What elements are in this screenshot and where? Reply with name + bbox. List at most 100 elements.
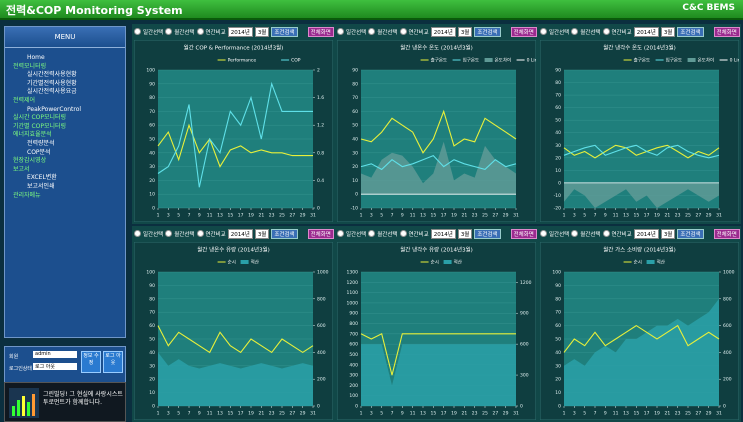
radio-label: 월간선택: [377, 29, 398, 36]
fullscreen-button[interactable]: 전체화면: [307, 26, 334, 37]
x-tick-label: 13: [217, 411, 223, 417]
radio[interactable]: [134, 28, 141, 35]
year-select[interactable]: 2014년: [633, 26, 659, 37]
menu-home[interactable]: Home: [27, 54, 45, 61]
x-tick-label: 31: [310, 411, 316, 417]
x-tick-label: 3: [573, 213, 576, 219]
menu-group[interactable]: 보고서: [13, 165, 30, 173]
fullscreen-button[interactable]: 전체화면: [307, 228, 334, 239]
legend-label: 0 Line: [730, 58, 739, 64]
y2-tick-label: 400: [723, 350, 732, 356]
menu-group[interactable]: 현장감시영상: [13, 157, 47, 165]
legend-label: Performance: [228, 58, 257, 64]
fullscreen-button[interactable]: 전체화면: [713, 228, 740, 239]
legend-label: 출구온도: [634, 57, 651, 64]
radio[interactable]: [571, 28, 579, 35]
search-button[interactable]: 조건검색: [474, 228, 501, 239]
x-tick-label: 9: [401, 213, 404, 219]
menu-item[interactable]: 실시간전력사용요금: [27, 88, 77, 96]
radio[interactable]: [165, 230, 173, 237]
year-select[interactable]: 2014년: [430, 26, 456, 37]
month-select[interactable]: 3월: [660, 228, 676, 239]
fullscreen-button[interactable]: 전체화면: [510, 26, 537, 37]
radio-label: 연간비교: [205, 29, 226, 36]
radio[interactable]: [165, 28, 173, 35]
y-tick-label: 90: [149, 81, 155, 87]
menu-item[interactable]: 기간별전력사용현황: [27, 79, 77, 87]
search-button[interactable]: 조건검색: [271, 26, 298, 37]
radio[interactable]: [368, 28, 376, 35]
x-tick-label: 27: [289, 213, 295, 219]
x-tick-label: 5: [380, 213, 383, 219]
y-tick-label: 50: [555, 118, 561, 124]
menu-item[interactable]: COP분석: [27, 148, 51, 156]
search-button[interactable]: 조건검색: [677, 228, 704, 239]
radio[interactable]: [337, 28, 344, 35]
logout-button[interactable]: 로그 아웃: [103, 351, 123, 373]
radio[interactable]: [196, 28, 204, 35]
radio-label: 월간선택: [580, 29, 601, 36]
menu-group[interactable]: 관리자메뉴: [13, 191, 41, 199]
radio[interactable]: [602, 230, 610, 237]
radio-label: 일간선택: [549, 231, 570, 238]
radio[interactable]: [399, 28, 407, 35]
legend-label: COP: [291, 58, 301, 64]
fullscreen-button[interactable]: 전체화면: [713, 26, 740, 37]
month-select[interactable]: 3월: [457, 26, 473, 37]
y-tick-label: 90: [352, 68, 358, 74]
radio[interactable]: [602, 28, 610, 35]
year-select[interactable]: 2014년: [227, 26, 253, 37]
radio-label: 월간선택: [174, 29, 195, 36]
x-tick-label: 31: [310, 213, 316, 219]
radio[interactable]: [368, 230, 376, 237]
year-select[interactable]: 2014년: [430, 228, 456, 239]
menu-item[interactable]: EXCEL변환: [27, 174, 57, 182]
search-button[interactable]: 조건검색: [474, 26, 501, 37]
x-tick-label: 23: [675, 213, 681, 219]
y2-tick-label: 400: [317, 350, 326, 356]
radio[interactable]: [540, 28, 547, 35]
header: 전력&COP Monitoring System C&C BEMS: [0, 0, 743, 20]
year-select[interactable]: 2014년: [227, 228, 253, 239]
id-field[interactable]: admin: [33, 351, 77, 358]
x-tick-label: 21: [664, 213, 670, 219]
radio-label: 월간선택: [580, 231, 601, 238]
series-line: [563, 324, 720, 353]
menu-group[interactable]: 실시간 COP모니터링: [13, 114, 67, 122]
month-select[interactable]: 3월: [254, 26, 270, 37]
menu-group[interactable]: 에너지효율분석: [13, 131, 52, 139]
radio[interactable]: [399, 230, 407, 237]
year-select[interactable]: 2014년: [633, 228, 659, 239]
x-tick-label: 5: [583, 213, 586, 219]
month-select[interactable]: 3월: [457, 228, 473, 239]
radio[interactable]: [337, 230, 344, 237]
x-tick-label: 13: [623, 213, 629, 219]
radio[interactable]: [196, 230, 204, 237]
radio[interactable]: [134, 230, 141, 237]
menu-item[interactable]: 보고서인쇄: [27, 182, 55, 190]
menu-item[interactable]: PeakPowerControl: [27, 105, 82, 113]
month-select[interactable]: 3월: [660, 26, 676, 37]
radio[interactable]: [571, 230, 579, 237]
radio[interactable]: [540, 230, 547, 237]
menu-group[interactable]: 전력모니터링: [13, 62, 47, 70]
menu-item[interactable]: 실시간전력사용현황: [27, 71, 77, 79]
x-tick-label: 25: [482, 213, 488, 219]
edit-button[interactable]: 정보 수정: [81, 351, 101, 373]
menu-group[interactable]: 전력제어: [13, 96, 36, 104]
menu-item[interactable]: 전력량분석: [27, 139, 55, 147]
search-button[interactable]: 조건검색: [677, 26, 704, 37]
x-tick-label: 3: [370, 411, 373, 417]
y2-tick-label: 600: [723, 323, 732, 329]
menu-group[interactable]: 기간별 COP모니터링: [13, 122, 67, 130]
month-select[interactable]: 3월: [254, 228, 270, 239]
x-tick-label: 23: [472, 213, 478, 219]
chart-title: 월간 냉온수 유량 (2014년3월): [197, 246, 270, 254]
search-button[interactable]: 조건검색: [271, 228, 298, 239]
y-tick-label: 900: [349, 311, 358, 317]
x-tick-label: 5: [380, 411, 383, 417]
x-tick-label: 3: [573, 411, 576, 417]
x-tick-label: 3: [370, 213, 373, 219]
fullscreen-button[interactable]: 전체화면: [510, 228, 537, 239]
y-tick-label: 90: [555, 283, 561, 289]
